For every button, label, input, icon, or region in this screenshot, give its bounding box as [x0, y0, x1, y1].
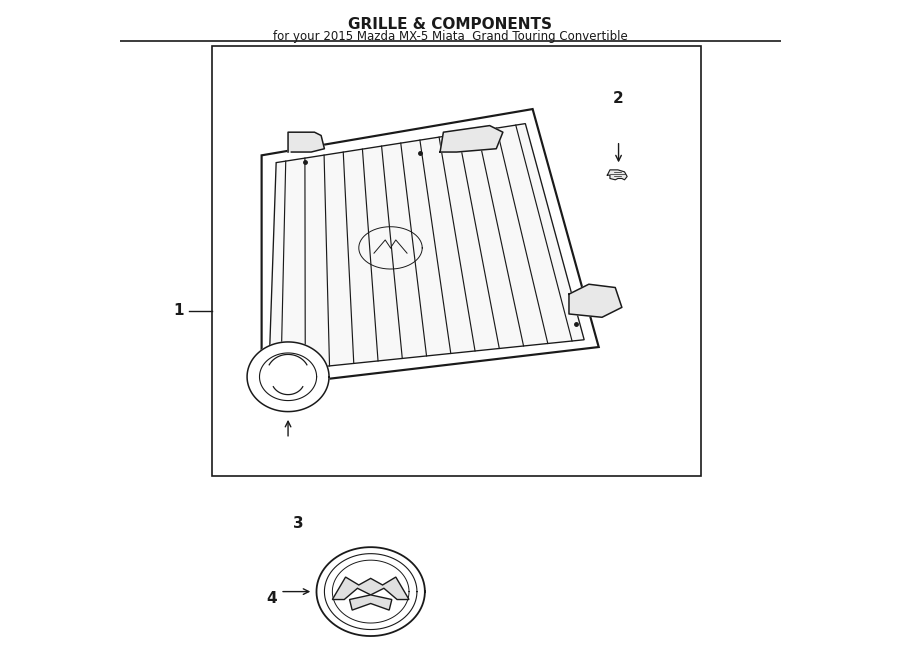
Polygon shape	[248, 342, 329, 412]
Polygon shape	[332, 577, 409, 600]
Text: GRILLE & COMPONENTS: GRILLE & COMPONENTS	[348, 17, 552, 32]
Polygon shape	[317, 547, 425, 636]
Polygon shape	[440, 126, 503, 152]
Text: for your 2015 Mazda MX-5 Miata  Grand Touring Convertible: for your 2015 Mazda MX-5 Miata Grand Tou…	[273, 30, 627, 43]
Polygon shape	[569, 284, 622, 317]
Text: 2: 2	[613, 91, 624, 106]
Text: 1: 1	[174, 303, 184, 318]
Polygon shape	[269, 124, 584, 372]
Polygon shape	[608, 170, 627, 180]
Text: 4: 4	[266, 591, 277, 605]
FancyBboxPatch shape	[212, 46, 701, 476]
Polygon shape	[262, 109, 598, 387]
Text: 3: 3	[292, 516, 303, 531]
Polygon shape	[288, 132, 324, 152]
Polygon shape	[349, 595, 392, 610]
